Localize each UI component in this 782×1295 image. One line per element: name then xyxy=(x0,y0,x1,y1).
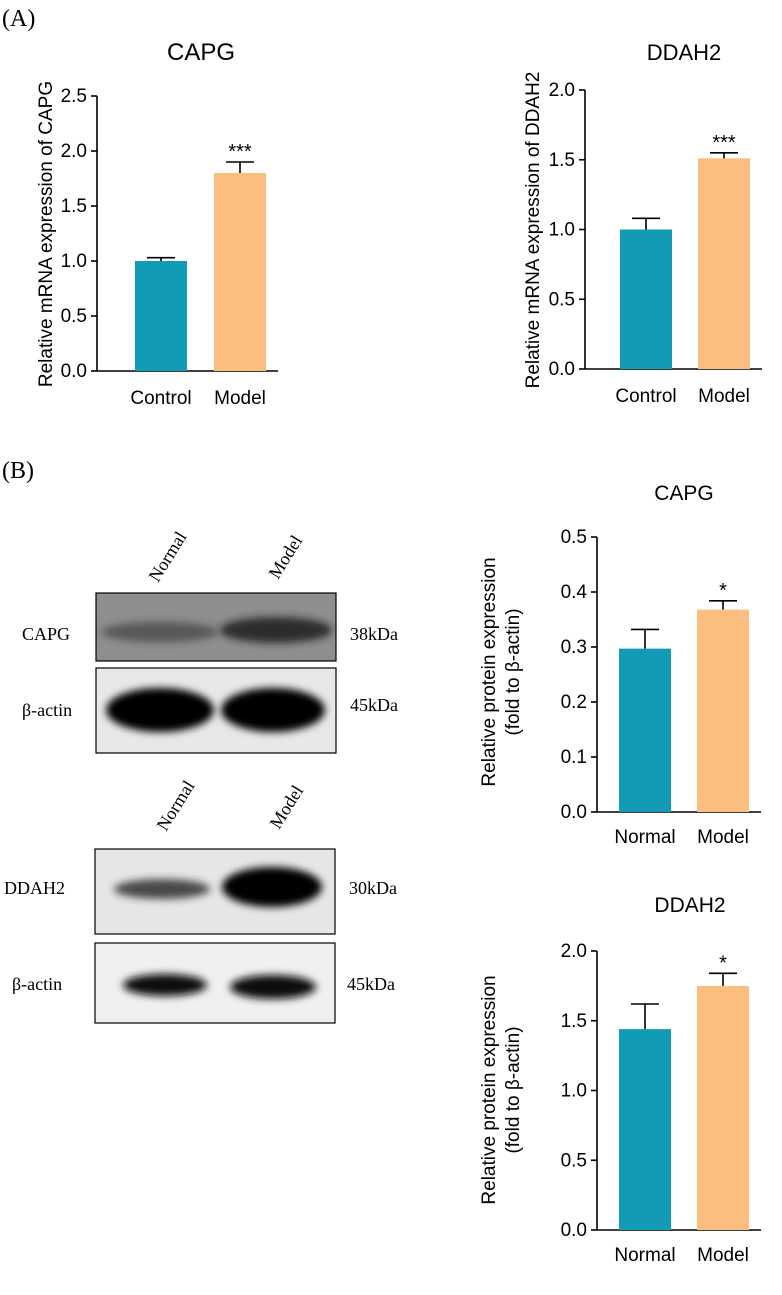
y-tick-label: 0.5 xyxy=(61,306,87,327)
y-tick-label: 1.5 xyxy=(561,1011,587,1032)
y-tick-label: 1.0 xyxy=(561,1081,587,1102)
blot1-lane-label-normal: Normal xyxy=(144,528,190,585)
panel-label-a: (A) xyxy=(2,6,35,32)
chart-3: 0.0 0.1 0.2 0.3 0.4 0.5 CAPG Relative protein e… xyxy=(479,482,761,848)
blot2-actin-label: β-actin xyxy=(12,974,62,994)
bar-control xyxy=(135,261,187,371)
chart-2: 0.0 0.5 1.0 1.5 2.0 DDAH2 Relative mRNA expres… xyxy=(523,40,762,407)
y-tick-label: 2.0 xyxy=(561,941,587,962)
western-blot-ddah2: Normal Model DDAH2 30kDa β-actin 45kDa xyxy=(4,777,397,1024)
blot2-target-size: 30kDa xyxy=(349,878,397,898)
blot1-target-size: 38kDa xyxy=(350,624,398,644)
blot1-band-actin-model xyxy=(221,688,325,732)
y-axis-label: Relative protein expression xyxy=(479,557,500,786)
bar-model xyxy=(697,985,749,1230)
significance-marker: *** xyxy=(712,132,736,154)
blot1-actin-label: β-actin xyxy=(22,700,72,720)
chart-1: 0.0 0.5 1.0 1.5 2.0 2.5 CAPG Relative mRNA expr… xyxy=(36,39,278,409)
chart-title: DDAH2 xyxy=(654,894,725,917)
blot1-lane-label-model: Model xyxy=(264,532,306,582)
y-tick-label: 0.5 xyxy=(561,1150,587,1171)
y-tick-label: 2.5 xyxy=(61,86,87,107)
blot2-target-label: DDAH2 xyxy=(4,878,65,898)
chart-title: CAPG xyxy=(167,39,235,66)
blot2-actin-size: 45kDa xyxy=(347,974,395,994)
x-tick-label: Model xyxy=(697,827,749,848)
x-tick-label: Control xyxy=(615,386,676,407)
y-axis-label: Relative mRNA expression of CAPG xyxy=(36,81,57,387)
y-tick-label: 0.0 xyxy=(561,1220,587,1241)
y-axis-label: (fold to β-actin) xyxy=(503,608,524,735)
y-tick-label: 0.1 xyxy=(561,747,587,768)
y-tick-label: 1.5 xyxy=(61,196,87,217)
bar-model xyxy=(697,609,749,812)
bar-control xyxy=(620,229,672,369)
y-tick-label: 1.0 xyxy=(549,220,575,241)
blot1-band-target-normal xyxy=(102,622,218,642)
blot1-band-actin-normal xyxy=(106,688,214,732)
x-tick-label: Model xyxy=(214,388,266,409)
bar-model xyxy=(214,173,266,371)
y-axis-label: Relative mRNA expression of DDAH2 xyxy=(523,72,544,389)
y-tick-label: 2.0 xyxy=(61,141,87,162)
y-tick-label: 0.3 xyxy=(561,637,587,658)
chart-title: CAPG xyxy=(654,482,714,505)
y-tick-label: 0.0 xyxy=(561,802,587,823)
bar-charts: 0.0 0.5 1.0 1.5 2.0 2.5 CAPG Relative mRNA expr… xyxy=(36,39,762,1266)
bar-model xyxy=(698,158,750,369)
x-tick-label: Model xyxy=(698,386,750,407)
y-tick-label: 0.5 xyxy=(561,527,587,548)
blot1-band-target-model xyxy=(220,617,332,643)
y-tick-label: 0.2 xyxy=(561,692,587,713)
y-axis-label: Relative protein expression xyxy=(479,975,500,1204)
significance-marker: *** xyxy=(228,141,252,163)
blot2-lane-label-model: Model xyxy=(265,782,307,832)
blot2-band-actin-normal xyxy=(123,974,207,996)
blot1-actin-size: 45kDa xyxy=(350,695,398,715)
blot2-band-target-normal xyxy=(114,879,210,899)
significance-marker: * xyxy=(719,952,727,974)
chart-title: DDAH2 xyxy=(647,40,722,65)
y-tick-label: 2.0 xyxy=(549,80,575,101)
blot2-lane-label-normal: Normal xyxy=(152,777,198,834)
western-blot-capg: Normal Model CAPG 38kDa β-actin 45kDa xyxy=(22,528,398,754)
x-tick-label: Normal xyxy=(614,1245,675,1266)
x-tick-label: Normal xyxy=(614,827,675,848)
significance-marker: * xyxy=(719,580,727,602)
panel-label-b: (B) xyxy=(2,458,34,484)
blot2-band-target-model xyxy=(222,867,322,907)
y-axis-label: (fold to β-actin) xyxy=(503,1026,524,1153)
blot2-band-actin-model xyxy=(230,975,316,999)
y-tick-label: 0.4 xyxy=(561,582,588,603)
y-tick-label: 1.0 xyxy=(61,251,87,272)
y-tick-label: 0.0 xyxy=(549,359,575,380)
bar-normal xyxy=(619,648,671,812)
bar-normal xyxy=(619,1029,671,1230)
y-tick-label: 1.5 xyxy=(549,150,575,171)
x-tick-label: Model xyxy=(697,1245,749,1266)
chart-4: 0.0 0.5 1.0 1.5 2.0 DDAH2 Relative protein exp… xyxy=(479,894,761,1266)
y-tick-label: 0.5 xyxy=(549,289,575,310)
x-tick-label: Control xyxy=(130,388,191,409)
y-tick-label: 0.0 xyxy=(61,361,87,382)
blot1-target-label: CAPG xyxy=(22,624,70,644)
